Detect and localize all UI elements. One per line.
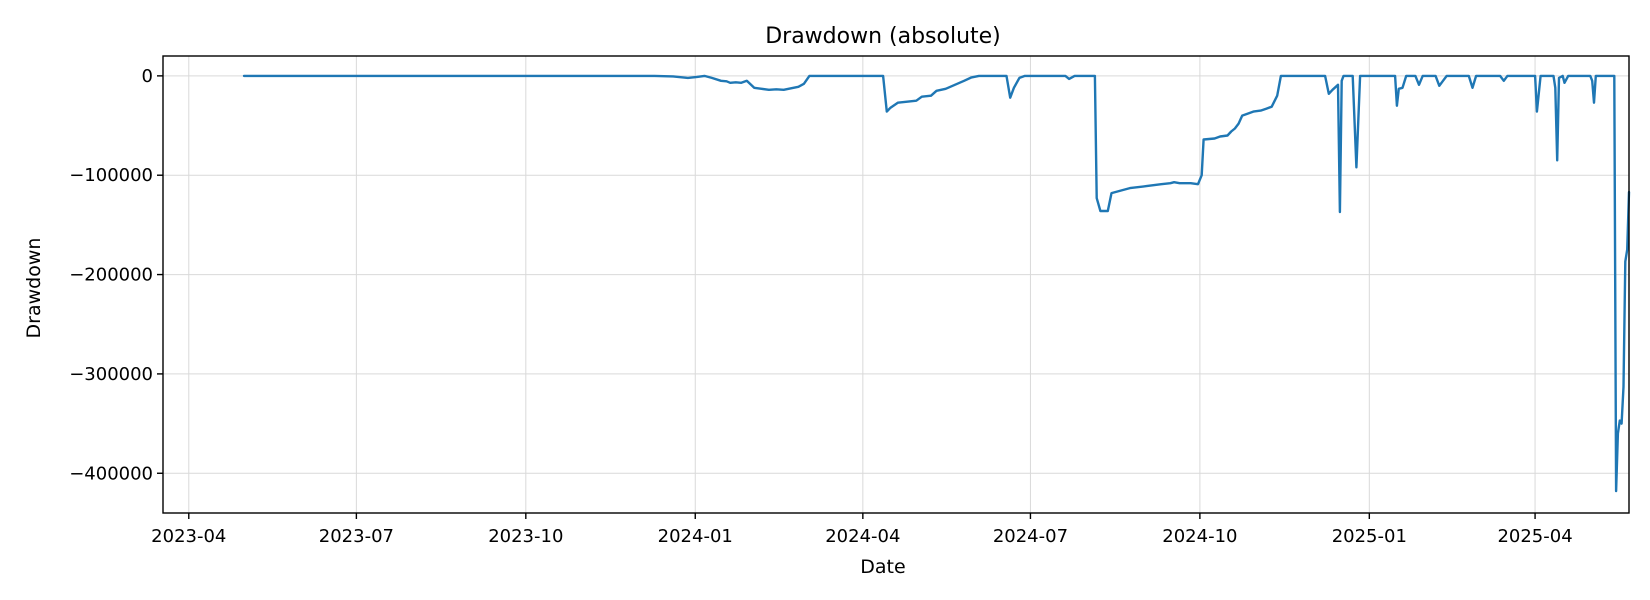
x-tick-label: 2024-01 bbox=[658, 526, 733, 547]
x-axis-label: Date bbox=[860, 556, 905, 578]
x-tick-label: 2024-04 bbox=[825, 526, 900, 547]
y-axis-ticks: 0 −100000 −200000 −300000 −400000 bbox=[69, 66, 163, 484]
x-tick-label: 2023-10 bbox=[488, 526, 563, 547]
x-tick-label: 2025-04 bbox=[1497, 526, 1572, 547]
x-tick-label: 2024-10 bbox=[1162, 526, 1237, 547]
y-tick-label: −400000 bbox=[69, 463, 153, 484]
x-tick-label: 2023-04 bbox=[151, 526, 226, 547]
y-tick-label: −100000 bbox=[69, 165, 153, 186]
y-tick-label: −200000 bbox=[69, 265, 153, 286]
x-tick-label: 2023-07 bbox=[319, 526, 394, 547]
x-tick-label: 2025-01 bbox=[1332, 526, 1407, 547]
y-tick-label: −300000 bbox=[69, 364, 153, 385]
chart-title: Drawdown (absolute) bbox=[765, 24, 1001, 49]
x-tick-label: 2024-07 bbox=[993, 526, 1068, 547]
y-tick-label: 0 bbox=[142, 66, 153, 87]
grid-lines bbox=[163, 56, 1629, 513]
x-axis-ticks: 2023-04 2023-07 2023-10 2024-01 2024-04 2024-… bbox=[151, 513, 1573, 547]
plot-area-frame bbox=[162, 55, 1630, 514]
series-layer bbox=[242, 74, 1631, 493]
drawdown-series-line bbox=[242, 74, 1631, 493]
y-axis-label: Drawdown bbox=[23, 238, 45, 339]
